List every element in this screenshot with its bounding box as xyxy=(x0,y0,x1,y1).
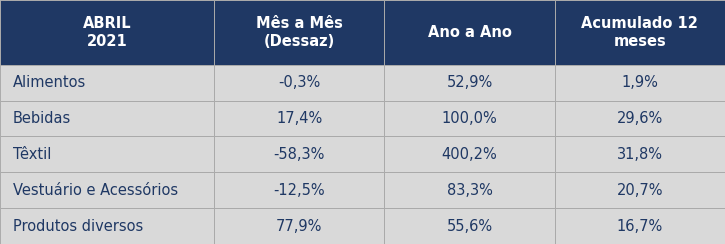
Bar xyxy=(384,101,555,136)
Text: Ano a Ano: Ano a Ano xyxy=(428,25,511,40)
Bar xyxy=(555,0,725,65)
Text: Bebidas: Bebidas xyxy=(13,111,71,126)
Text: Vestuário e Acessórios: Vestuário e Acessórios xyxy=(13,183,178,198)
Bar xyxy=(555,65,725,101)
Bar xyxy=(214,101,384,136)
Bar xyxy=(555,101,725,136)
Text: 1,9%: 1,9% xyxy=(621,75,658,90)
Bar xyxy=(214,208,384,244)
Text: 100,0%: 100,0% xyxy=(442,111,497,126)
Bar xyxy=(384,136,555,172)
Bar xyxy=(384,172,555,208)
Text: 29,6%: 29,6% xyxy=(617,111,663,126)
Text: 83,3%: 83,3% xyxy=(447,183,492,198)
Bar xyxy=(555,208,725,244)
Text: Produtos diversos: Produtos diversos xyxy=(13,219,144,234)
Bar xyxy=(0,0,214,65)
Text: 55,6%: 55,6% xyxy=(447,219,492,234)
Bar xyxy=(555,136,725,172)
Text: -12,5%: -12,5% xyxy=(273,183,325,198)
Bar xyxy=(214,0,384,65)
Text: -0,3%: -0,3% xyxy=(278,75,320,90)
Bar xyxy=(0,208,214,244)
Text: Acumulado 12
meses: Acumulado 12 meses xyxy=(581,16,698,49)
Text: 77,9%: 77,9% xyxy=(276,219,322,234)
Bar xyxy=(555,172,725,208)
Text: 20,7%: 20,7% xyxy=(616,183,663,198)
Bar xyxy=(214,172,384,208)
Text: Têxtil: Têxtil xyxy=(13,147,51,162)
Bar xyxy=(0,136,214,172)
Bar xyxy=(0,101,214,136)
Text: 17,4%: 17,4% xyxy=(276,111,322,126)
Text: Mês a Mês
(Dessaz): Mês a Mês (Dessaz) xyxy=(256,16,342,49)
Text: Alimentos: Alimentos xyxy=(13,75,86,90)
Bar xyxy=(214,65,384,101)
Text: ABRIL
2021: ABRIL 2021 xyxy=(83,16,131,49)
Text: -58,3%: -58,3% xyxy=(273,147,325,162)
Bar xyxy=(384,0,555,65)
Text: 31,8%: 31,8% xyxy=(617,147,663,162)
Text: 400,2%: 400,2% xyxy=(442,147,497,162)
Bar xyxy=(0,172,214,208)
Bar xyxy=(384,208,555,244)
Text: 16,7%: 16,7% xyxy=(617,219,663,234)
Bar xyxy=(0,65,214,101)
Bar xyxy=(214,136,384,172)
Bar xyxy=(384,65,555,101)
Text: 52,9%: 52,9% xyxy=(447,75,492,90)
